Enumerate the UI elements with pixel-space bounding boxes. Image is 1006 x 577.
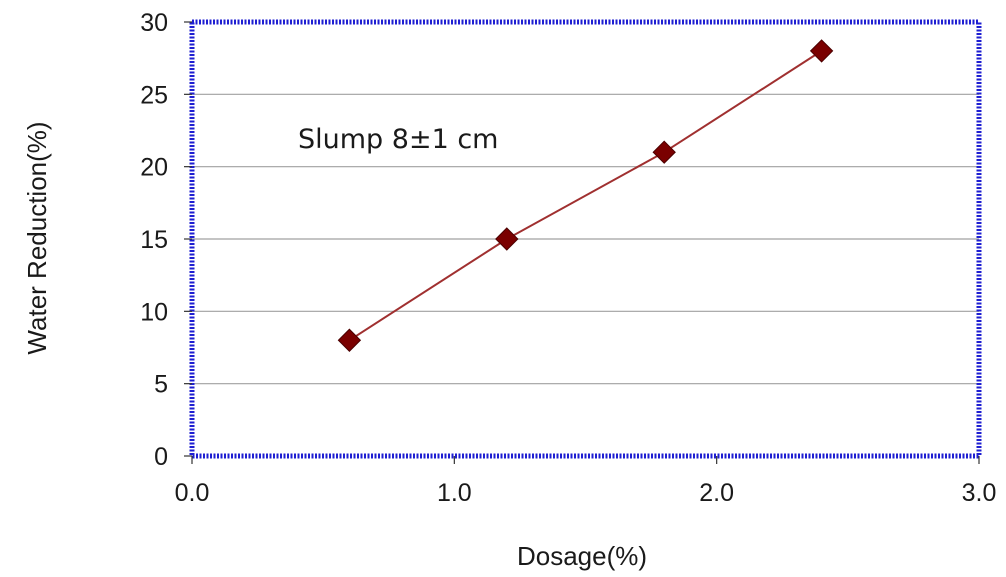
x-tick-label-1: 1.0 bbox=[437, 479, 472, 507]
data-point-3 bbox=[652, 140, 676, 164]
y-tick-label-15: 15 bbox=[140, 226, 168, 254]
slump-annotation: Slump 8±1 cm bbox=[298, 124, 498, 155]
y-axis-title: Water Reduction(%) bbox=[22, 121, 52, 354]
y-tick-label-10: 10 bbox=[140, 298, 168, 326]
x-tick-label-0: 0.0 bbox=[175, 479, 210, 507]
y-tick-label-0: 0 bbox=[154, 443, 168, 471]
y-axis-ticks: 0 5 10 15 20 25 30 bbox=[140, 9, 192, 471]
y-tick-label-20: 20 bbox=[140, 154, 168, 182]
plot-border bbox=[189, 19, 982, 459]
series-line bbox=[348, 50, 823, 342]
y-tick-label-5: 5 bbox=[154, 371, 168, 399]
grid-lines bbox=[192, 93, 979, 385]
plot-frame bbox=[189, 19, 982, 459]
x-tick-label-3: 3.0 bbox=[962, 479, 997, 507]
data-point-4 bbox=[809, 39, 834, 63]
series bbox=[337, 39, 834, 352]
x-axis-title: Dosage(%) bbox=[517, 541, 647, 571]
x-axis-ticks: 0.0 1.0 2.0 3.0 bbox=[175, 456, 997, 507]
data-point-1 bbox=[337, 328, 362, 352]
y-tick-label-30: 30 bbox=[140, 9, 168, 37]
x-tick-label-2: 2.0 bbox=[699, 479, 734, 507]
y-tick-label-25: 25 bbox=[140, 81, 168, 109]
data-point-2 bbox=[495, 227, 519, 251]
